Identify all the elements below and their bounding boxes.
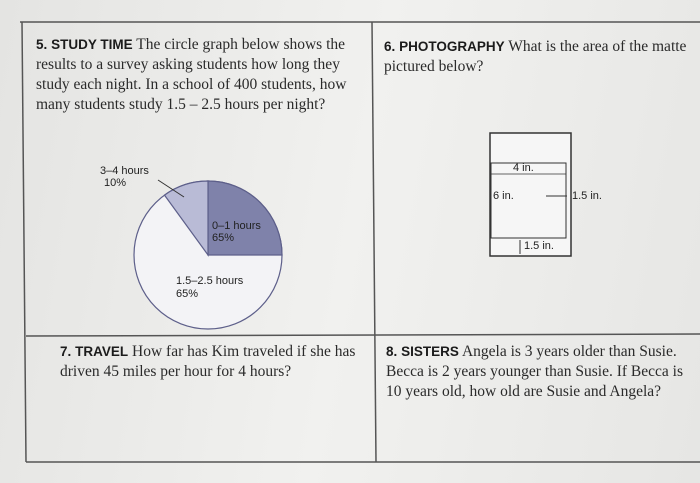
pie-label: 3–4 hours <box>100 165 149 177</box>
pie-slice <box>207 180 283 256</box>
problem-number: 7. <box>60 344 72 359</box>
problem: 5. STUDY TIME The circle graph below sho… <box>36 35 351 115</box>
pie-label: 65% <box>212 232 234 244</box>
problem: 8. SISTERS Angela is 3 years older than … <box>386 342 686 402</box>
dimension-label: 4 in. <box>513 162 534 174</box>
dimension-label: 1.5 in. <box>572 190 602 202</box>
pie-label: 1.5–2.5 hours <box>176 275 244 287</box>
problem-text: What is the area of the matte pictured b… <box>384 38 687 75</box>
problem-number: 5. <box>36 37 48 52</box>
problem-title: SISTERS <box>401 344 459 359</box>
problem-title: TRAVEL <box>75 344 129 359</box>
problem: 7. TRAVEL How far has Kim traveled if sh… <box>60 342 360 382</box>
matte <box>489 132 572 257</box>
problem-text: Angela is 3 years older than Susie. Becc… <box>386 343 683 400</box>
problem-text: How far has Kim traveled if she has driv… <box>60 343 356 380</box>
pie-label: 65% <box>176 288 198 300</box>
dimension-label: 1.5 in. <box>524 240 554 252</box>
photo <box>490 162 567 239</box>
problem: 6. PHOTOGRAPHY What is the area of the m… <box>384 37 696 77</box>
problem-number: 6. <box>384 39 396 54</box>
pie-label: 0–1 hours <box>212 220 261 232</box>
leader-line <box>157 179 185 198</box>
problem-number: 8. <box>386 344 398 359</box>
problem-text: The circle graph below shows the results… <box>36 36 347 113</box>
pie-slice <box>163 180 209 257</box>
problem-title: STUDY TIME <box>51 37 133 52</box>
problem-title: PHOTOGRAPHY <box>399 39 505 54</box>
pie-label: 10% <box>104 177 126 189</box>
dimension-label: 6 in. <box>493 190 514 202</box>
